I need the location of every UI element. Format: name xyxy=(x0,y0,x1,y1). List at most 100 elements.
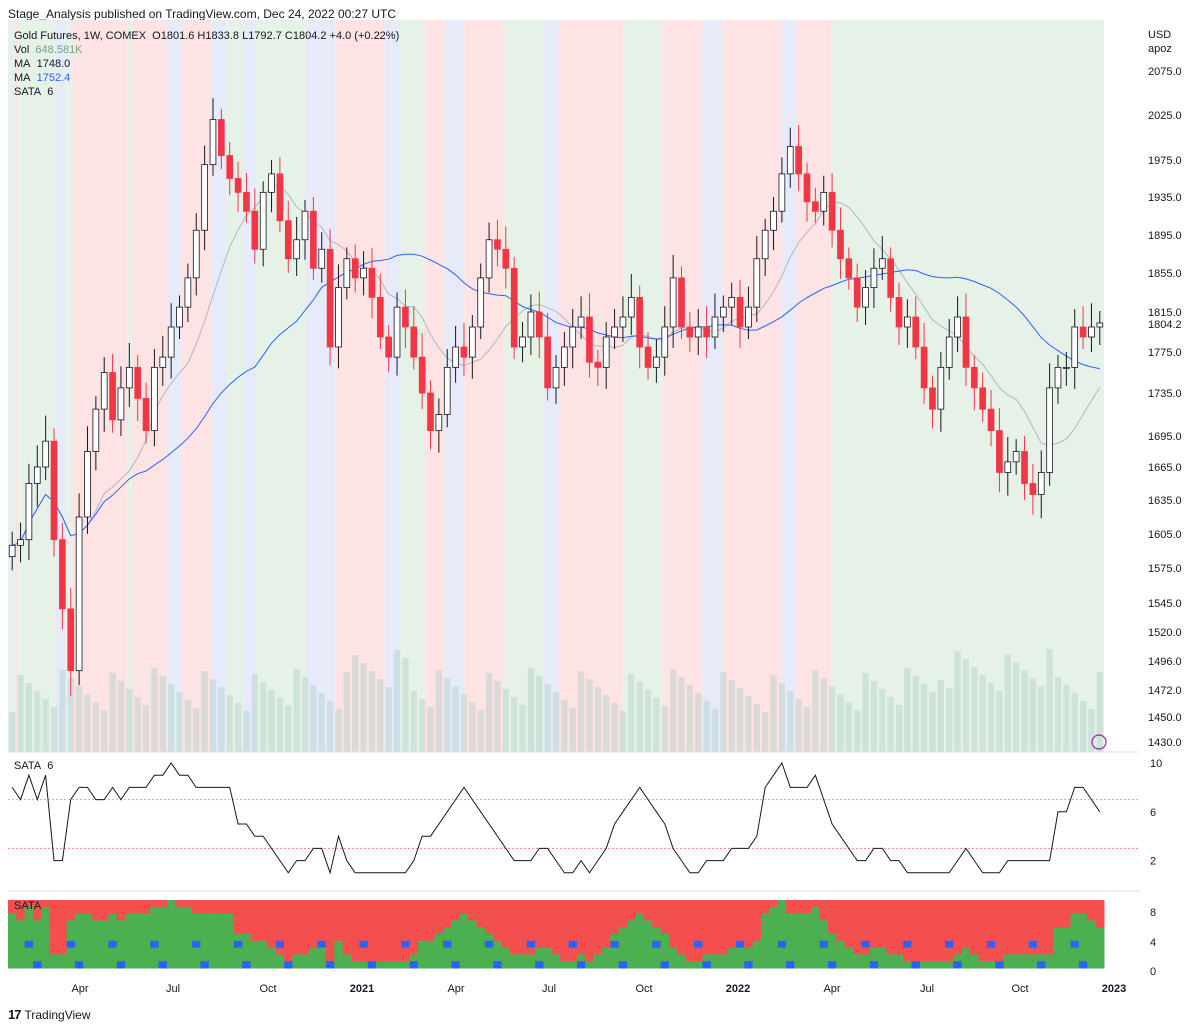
heat-cell xyxy=(8,947,17,955)
heat-cell xyxy=(610,900,620,908)
heat-cell xyxy=(217,934,227,942)
heat-cell xyxy=(217,900,227,908)
heat-cell xyxy=(384,913,394,921)
heat-cell xyxy=(735,900,745,908)
heat-cell xyxy=(618,934,628,942)
candle-up xyxy=(552,366,560,389)
time-axis-label: Apr xyxy=(823,983,840,995)
time-axis: Apr Jul Oct 2021 Apr Jul Oct 2022 Apr Jul Oct 2023 xyxy=(71,983,1126,995)
volume-bar xyxy=(619,711,627,752)
heat-cell xyxy=(853,934,862,942)
heat-cell xyxy=(284,913,293,921)
heat-cell xyxy=(610,940,620,949)
heat-cell xyxy=(58,927,68,935)
heat-cell xyxy=(384,961,394,969)
heat-cell xyxy=(434,940,444,949)
heat-cell xyxy=(627,934,636,942)
heat-cell xyxy=(953,906,963,915)
heat-cell xyxy=(576,940,586,949)
heat-cell xyxy=(225,934,235,942)
volume-bar xyxy=(770,675,777,752)
heat-cell xyxy=(560,906,570,915)
heat-cell xyxy=(384,900,394,908)
candle-down xyxy=(326,248,334,348)
heat-cell xyxy=(116,927,126,935)
volume-bar xyxy=(870,681,878,752)
chart-canvas[interactable]: USDapoz2075.02025.01975.01935.01895.0185… xyxy=(0,20,1200,1000)
heat-cell xyxy=(250,934,260,942)
heat-cell xyxy=(694,934,703,942)
heat-cell xyxy=(535,934,544,942)
heat-cell xyxy=(317,913,327,921)
price-tick-label: 1895.0 xyxy=(1148,230,1182,242)
heat-cell xyxy=(919,947,929,955)
heat-cell xyxy=(434,947,444,955)
heat-cell xyxy=(325,947,335,955)
heat-cell xyxy=(468,947,478,955)
heat-cell xyxy=(242,954,252,962)
stage-band-blue xyxy=(543,20,559,752)
heat-cell xyxy=(300,900,310,908)
heat-cell xyxy=(710,961,720,969)
stage-band-red xyxy=(335,20,385,752)
heat-cell xyxy=(961,920,971,928)
heat-cell xyxy=(267,920,277,928)
tradingview-footer[interactable]: 17 TradingView xyxy=(8,1007,91,1022)
price-tick-label: 1855.0 xyxy=(1148,268,1182,280)
candle-down xyxy=(920,346,928,389)
heat-cell xyxy=(668,940,678,949)
candle-down xyxy=(494,239,501,250)
heat-cell xyxy=(309,940,319,949)
heat-cell xyxy=(836,900,846,908)
heat-cell xyxy=(819,900,829,908)
candlesticks xyxy=(8,98,1104,697)
heat-cell xyxy=(903,913,913,921)
heat-cell xyxy=(300,920,310,928)
heat-cell xyxy=(484,954,494,962)
heat-cell xyxy=(735,927,745,935)
price-tick-label: 1450.0 xyxy=(1148,712,1182,724)
heat-cell xyxy=(853,954,862,962)
heat-cell xyxy=(535,920,544,928)
heat-cell xyxy=(970,913,980,921)
heat-cell xyxy=(242,934,252,942)
candle-down xyxy=(636,296,643,348)
heat-cell xyxy=(91,920,101,928)
candle-up xyxy=(17,539,24,546)
heat-cell xyxy=(710,906,720,915)
publish-header: Stage_Analysis published on TradingView.… xyxy=(8,7,397,21)
heat-cell xyxy=(1095,913,1105,921)
heat-cell xyxy=(869,913,879,921)
heat-cell xyxy=(8,961,17,969)
heat-cell xyxy=(727,920,737,928)
heat-cell xyxy=(853,906,862,915)
price-tick-label: 1472.0 xyxy=(1148,685,1182,697)
time-axis-label: Apr xyxy=(71,983,88,995)
heat-cell xyxy=(1003,934,1013,942)
heat-cell xyxy=(869,954,879,962)
heat-cell xyxy=(1028,940,1038,949)
volume-bar xyxy=(536,676,543,752)
heat-cell xyxy=(83,906,93,915)
heat-cell xyxy=(41,927,51,935)
heat-cell xyxy=(384,934,394,942)
price-tick-label: 2075.0 xyxy=(1148,66,1182,78)
candle-up xyxy=(259,191,267,250)
heat-cell xyxy=(459,947,469,955)
heat-cell xyxy=(133,913,143,921)
heat-cell xyxy=(995,906,1005,915)
heat-cell xyxy=(125,961,134,969)
price-axis-scale: apoz xyxy=(1148,43,1172,55)
heat-cell xyxy=(91,906,101,915)
heat-cell xyxy=(727,900,737,908)
candle-down xyxy=(678,277,685,328)
heat-cell xyxy=(710,900,720,908)
heat-cell xyxy=(367,934,377,942)
heat-cell xyxy=(861,900,871,908)
heat-cell xyxy=(945,920,954,928)
symbol-title[interactable]: Gold Futures, 1W, COMEX xyxy=(14,30,147,42)
candle-up xyxy=(25,483,33,541)
heat-cell xyxy=(919,900,929,908)
price-tick-label: 1575.0 xyxy=(1148,563,1182,575)
heat-cell xyxy=(1095,920,1105,928)
